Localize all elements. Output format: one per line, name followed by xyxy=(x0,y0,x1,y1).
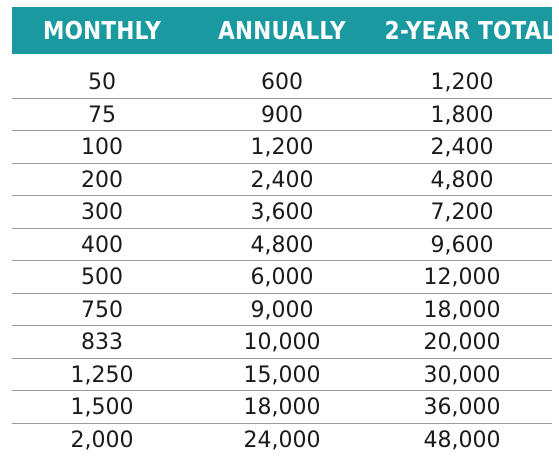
cell-2-year-total: 30,000 xyxy=(423,362,501,388)
cell-monthly: 75 xyxy=(88,102,116,128)
table-row: 100 1,200 2,400 xyxy=(12,131,552,164)
cell-monthly: 750 xyxy=(81,297,123,323)
cell-monthly: 100 xyxy=(81,135,123,160)
table-row: 750 9,000 18,000 xyxy=(12,294,552,326)
cell-annually: 3,600 xyxy=(250,200,314,225)
cell-2-year-total: 48,000 xyxy=(423,427,501,453)
header-2-year-total: 2-YEAR TOTAL xyxy=(384,16,556,45)
table-body: 50 600 1,200 75 900 1,800 100 1,200 2,400 200 2,40… xyxy=(12,66,552,456)
cell-2-year-total: 1,200 xyxy=(430,70,494,95)
cell-monthly: 200 xyxy=(81,167,123,193)
table-header: MONTHLY ANNUALLY 2-YEAR TOTAL xyxy=(12,7,556,54)
cell-annually: 6,000 xyxy=(250,265,314,290)
cell-annually: 600 xyxy=(261,70,303,95)
cell-monthly: 2,000 xyxy=(70,427,134,453)
table-row: 2,000 24,000 48,000 xyxy=(12,424,552,457)
cell-annually: 900 xyxy=(261,102,303,128)
table-row: 1,250 15,000 30,000 xyxy=(12,359,552,391)
table-row: 400 4,800 9,600 xyxy=(12,229,552,261)
cell-annually: 15,000 xyxy=(243,362,321,388)
table-row: 50 600 1,200 xyxy=(12,66,552,99)
cell-monthly: 500 xyxy=(81,265,123,290)
table-row: 75 900 1,800 xyxy=(12,99,552,131)
table-row: 1,500 18,000 36,000 xyxy=(12,391,552,424)
table-row: 833 10,000 20,000 xyxy=(12,326,552,359)
cell-annually: 4,800 xyxy=(250,232,314,258)
cell-annually: 24,000 xyxy=(243,427,321,453)
cell-2-year-total: 18,000 xyxy=(423,297,501,323)
cell-2-year-total: 1,800 xyxy=(430,102,494,128)
cell-annually: 18,000 xyxy=(243,395,321,420)
cell-monthly: 300 xyxy=(81,200,123,225)
cell-2-year-total: 20,000 xyxy=(423,330,501,355)
cell-2-year-total: 36,000 xyxy=(423,395,501,420)
cell-monthly: 1,250 xyxy=(70,362,134,388)
header-annually: ANNUALLY xyxy=(218,16,346,45)
cell-2-year-total: 7,200 xyxy=(430,200,494,225)
table-row: 200 2,400 4,800 xyxy=(12,164,552,196)
cell-monthly: 400 xyxy=(81,232,123,258)
cell-annually: 1,200 xyxy=(250,135,314,160)
cell-annually: 9,000 xyxy=(250,297,314,323)
cell-monthly: 1,500 xyxy=(70,395,134,420)
cell-2-year-total: 2,400 xyxy=(430,135,494,160)
cell-monthly: 50 xyxy=(88,70,116,95)
cell-2-year-total: 12,000 xyxy=(423,265,501,290)
cell-monthly: 833 xyxy=(81,330,123,355)
cell-2-year-total: 9,600 xyxy=(430,232,494,258)
table-row: 300 3,600 7,200 xyxy=(12,196,552,229)
cell-annually: 2,400 xyxy=(250,167,314,193)
table-row: 500 6,000 12,000 xyxy=(12,261,552,294)
cell-2-year-total: 4,800 xyxy=(430,167,494,193)
header-monthly: MONTHLY xyxy=(42,16,162,45)
cell-annually: 10,000 xyxy=(243,330,321,355)
